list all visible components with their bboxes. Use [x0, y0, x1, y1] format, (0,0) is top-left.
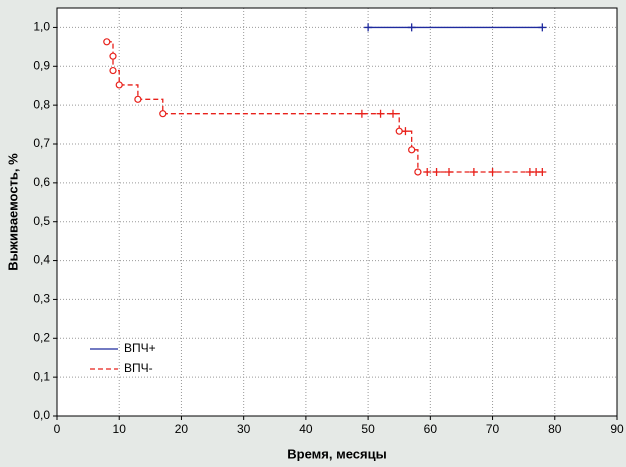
- x-tick-label: 70: [486, 422, 500, 436]
- censor-marker: [357, 109, 366, 118]
- censor-marker: [538, 167, 547, 176]
- x-tick-label: 20: [175, 422, 189, 436]
- y-axis-label: Выживаемость, %: [5, 153, 20, 271]
- y-tick-label: 0,7: [33, 136, 50, 150]
- survival-line: [106, 41, 543, 173]
- event-marker: [109, 66, 117, 75]
- x-axis-label: Время, месяцы: [287, 446, 386, 461]
- censor-marker: [389, 109, 397, 118]
- event-marker: [103, 38, 111, 46]
- x-tick-label: 30: [237, 422, 251, 436]
- legend-label: ВПЧ-: [124, 361, 153, 375]
- y-tick-label: 0,9: [33, 58, 50, 72]
- y-tick-label: 0,0: [33, 408, 50, 422]
- event-marker: [109, 52, 117, 60]
- x-tick-label: 90: [610, 422, 624, 436]
- y-tick-label: 1,0: [33, 20, 50, 34]
- censor-marker: [364, 23, 373, 32]
- censor-marker: [407, 23, 416, 32]
- y-tick-label: 0,3: [33, 292, 50, 306]
- x-tick-label: 40: [299, 422, 313, 436]
- censor-marker: [432, 167, 441, 176]
- censor-marker: [376, 109, 385, 118]
- event-marker: [395, 127, 403, 135]
- y-tick-label: 0,5: [33, 214, 50, 228]
- y-tick-label: 0,1: [33, 369, 50, 383]
- censor-marker: [445, 167, 453, 176]
- x-tick-label: 10: [113, 422, 127, 436]
- censor-marker: [488, 167, 497, 176]
- event-marker: [159, 110, 167, 118]
- x-tick-label: 80: [548, 422, 562, 436]
- legend-label: ВПЧ+: [124, 341, 156, 355]
- censor-marker: [469, 167, 478, 176]
- y-tick-label: 0,8: [33, 97, 50, 111]
- x-tick-label: 50: [361, 422, 375, 436]
- censor-marker: [538, 23, 547, 32]
- x-tick-label: 0: [54, 422, 61, 436]
- x-tick-label: 60: [424, 422, 438, 436]
- y-tick-label: 0,2: [33, 330, 50, 344]
- censor-marker: [401, 127, 410, 136]
- event-marker: [408, 146, 416, 154]
- censor-marker: [423, 167, 432, 176]
- event-marker: [134, 95, 142, 103]
- event-marker: [115, 81, 123, 89]
- y-tick-label: 0,6: [33, 175, 50, 189]
- event-marker: [414, 168, 422, 176]
- plot-area: [57, 8, 617, 416]
- plot-frame: [56, 7, 618, 417]
- y-tick-label: 0,4: [33, 253, 50, 267]
